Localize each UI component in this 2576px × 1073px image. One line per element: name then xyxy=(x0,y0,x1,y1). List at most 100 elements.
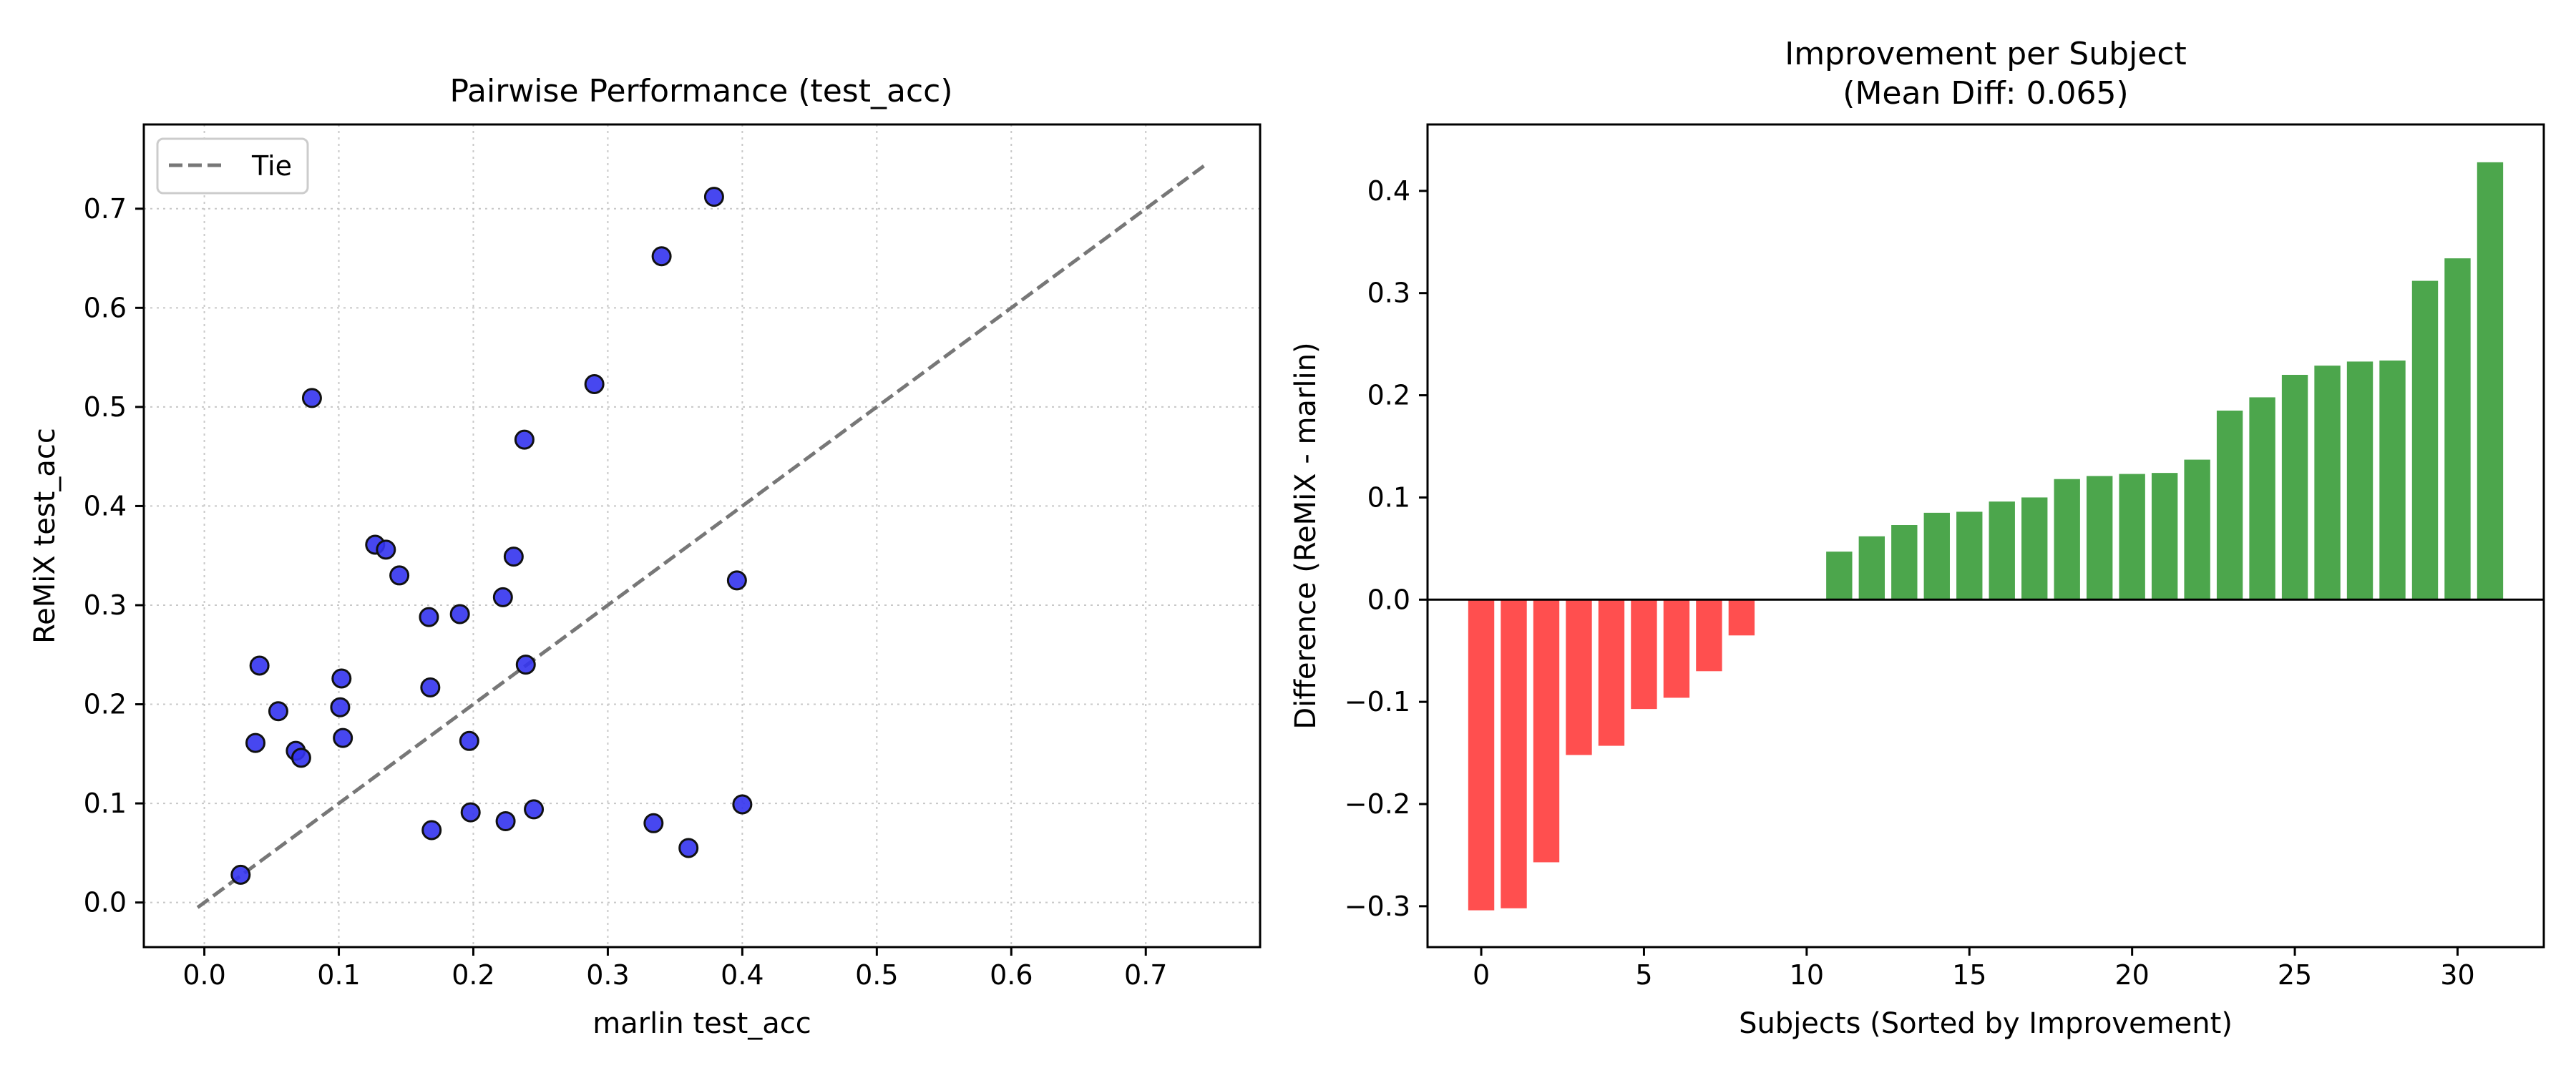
scatter-point xyxy=(460,802,481,823)
bar-subject-16 xyxy=(1989,501,2015,600)
scatter-ytick-label: 0.5 xyxy=(84,391,127,423)
bar-xlabel: Subjects (Sorted by Improvement) xyxy=(1739,1007,2233,1040)
scatter-point xyxy=(514,429,535,450)
scatter-xtick-label: 0.4 xyxy=(721,959,763,991)
bar-ytick-label: −0.3 xyxy=(1345,891,1410,922)
bar-subject-26 xyxy=(2314,366,2341,600)
bar-ytick-label: −0.2 xyxy=(1345,788,1410,820)
scatter-ticks: 0.0 0.1 0.2 0.3 0.4 0.5 0.6 0.7 0.0 0.1 0.2 0.3 0.4 0… xyxy=(84,193,1168,991)
scatter-ytick-label: 0.1 xyxy=(84,788,127,819)
bar-xtick-label: 10 xyxy=(1790,959,1824,991)
scatter-point xyxy=(495,811,516,832)
legend-tie-label: Tie xyxy=(251,150,292,182)
scatter-point xyxy=(389,565,410,586)
scatter-xlabel: marlin test_acc xyxy=(592,1007,811,1040)
bar-subject-6 xyxy=(1663,599,1690,698)
scatter-grid xyxy=(144,124,1260,947)
bar-subject-3 xyxy=(1566,599,1592,755)
bar-subject-21 xyxy=(2151,473,2178,600)
scatter-point xyxy=(330,697,351,717)
scatter-chart: Pairwise Performance (test_acc) 0.0 0.1 0.… xyxy=(29,73,1262,1040)
bar-ytick-label: 0.3 xyxy=(1367,278,1410,309)
scatter-xtick-label: 0.5 xyxy=(855,959,898,991)
bar-subject-4 xyxy=(1598,599,1625,746)
bar-subject-15 xyxy=(1956,511,1983,600)
bar-ylabel: Difference (ReMiX - marlin) xyxy=(1289,342,1322,729)
bar-subject-12 xyxy=(1858,536,1885,600)
scatter-xtick-label: 0.2 xyxy=(452,959,494,991)
bar-subject-24 xyxy=(2249,397,2275,600)
scatter-point xyxy=(503,547,524,567)
scatter-point xyxy=(331,668,352,689)
bar-xtick-label: 0 xyxy=(1473,959,1490,991)
scatter-point xyxy=(726,570,747,591)
bar-subject-13 xyxy=(1891,525,1918,600)
bar-subject-22 xyxy=(2184,459,2210,600)
bar-ytick-label: 0.0 xyxy=(1367,584,1410,615)
bar-chart: Improvement per Subject (Mean Diff: 0.06… xyxy=(1289,36,2545,1040)
bar-ticks: 0 5 10 15 20 25 30 −0.3 −0.2 −0.1 0.0 0.1 0.2 0.3 0.4 xyxy=(1345,175,2475,991)
scatter-point xyxy=(301,388,322,408)
bar-subject-17 xyxy=(2021,497,2048,600)
scatter-point xyxy=(291,748,311,768)
bar-subject-19 xyxy=(2086,476,2113,600)
scatter-plot-frame xyxy=(142,123,1262,949)
scatter-ylabel: ReMiX test_acc xyxy=(29,428,62,644)
scatter-point xyxy=(678,838,699,858)
scatter-xtick-label: 0.1 xyxy=(317,959,360,991)
bar-subject-29 xyxy=(2411,280,2439,600)
bar-xtick-label: 5 xyxy=(1635,959,1652,991)
scatter-point xyxy=(449,604,470,624)
scatter-point xyxy=(703,187,724,207)
scatter-ytick-label: 0.6 xyxy=(84,292,127,323)
bar-subject-20 xyxy=(2119,474,2145,600)
scatter-ytick-label: 0.2 xyxy=(84,689,127,720)
bar-subject-25 xyxy=(2281,375,2308,600)
scatter-ytick-label: 0.7 xyxy=(84,193,127,225)
scatter-ytick-label: 0.3 xyxy=(84,589,127,621)
scatter-point xyxy=(245,733,265,753)
bar-subject-1 xyxy=(1501,599,1527,908)
scatter-point xyxy=(268,701,288,722)
bar-subject-31 xyxy=(2477,162,2504,600)
scatter-point xyxy=(584,374,605,395)
bar-subject-14 xyxy=(1923,512,1950,600)
scatter-points xyxy=(230,187,753,885)
bar-plot-frame xyxy=(1426,123,2545,949)
bar-xtick-label: 20 xyxy=(2114,959,2149,991)
bar-subject-11 xyxy=(1826,552,1853,600)
scatter-point xyxy=(420,677,441,697)
scatter-point xyxy=(524,799,545,820)
bar-subject-23 xyxy=(2216,411,2243,600)
scatter-title: Pairwise Performance (test_acc) xyxy=(449,73,952,109)
bar-xtick-label: 15 xyxy=(1952,959,1986,991)
scatter-point xyxy=(651,246,672,267)
bar-ytick-label: −0.1 xyxy=(1345,686,1410,717)
bar-subject-0 xyxy=(1468,599,1495,911)
scatter-point xyxy=(376,539,396,560)
scatter-point xyxy=(333,727,353,748)
bar-title-line2: (Mean Diff: 0.065) xyxy=(1843,75,2128,112)
scatter-point xyxy=(492,587,513,607)
bar-subject-2 xyxy=(1533,599,1560,863)
bar-bars xyxy=(1468,162,2504,911)
bar-ytick-label: 0.1 xyxy=(1367,481,1410,513)
scatter-xtick-label: 0.3 xyxy=(586,959,629,991)
bar-ytick-label: 0.4 xyxy=(1367,175,1410,207)
bar-subject-18 xyxy=(2054,479,2080,600)
scatter-point xyxy=(732,794,753,815)
scatter-xtick-label: 0.6 xyxy=(990,959,1033,991)
bar-subject-7 xyxy=(1696,599,1722,672)
bar-subject-8 xyxy=(1728,599,1755,636)
legend-box xyxy=(156,137,309,195)
scatter-ytick-label: 0.0 xyxy=(84,887,127,918)
scatter-point xyxy=(421,820,442,841)
bar-ytick-label: 0.2 xyxy=(1367,380,1410,411)
bar-xtick-label: 25 xyxy=(2278,959,2312,991)
scatter-point xyxy=(643,813,664,833)
bar-title-line1: Improvement per Subject xyxy=(1785,36,2187,72)
tie-line xyxy=(196,162,1208,909)
scatter-xtick-label: 0.0 xyxy=(182,959,225,991)
bar-subject-30 xyxy=(2444,258,2471,600)
